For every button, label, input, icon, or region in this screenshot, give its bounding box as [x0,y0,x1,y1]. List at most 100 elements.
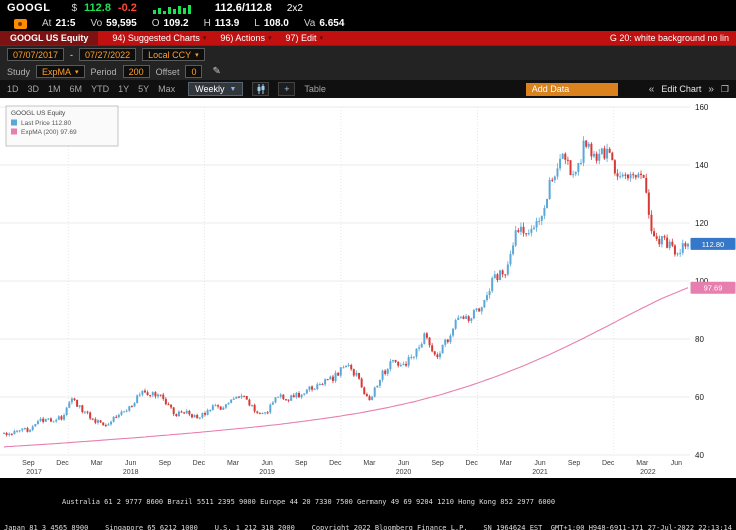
range-ytd[interactable]: YTD [91,84,110,94]
end-date-input[interactable]: 07/27/2022 [79,48,137,61]
moving-average-line [3,287,689,448]
svg-text:Mar: Mar [636,460,649,467]
menu-edit-label: 97) Edit [285,33,317,43]
svg-text:Mar: Mar [500,460,513,467]
collapse-left-icon[interactable]: « [648,83,655,95]
range-1m[interactable]: 1M [48,84,61,94]
svg-text:2018: 2018 [123,469,139,476]
chart-panel-controls: « Edit Chart » ❐ [649,84,729,95]
range-max[interactable]: Max [158,84,176,94]
topbar: GOOGL $ 112.8 -0.2 112.6/112.8 2x2 At 21… [0,0,736,31]
svg-text:Jun: Jun [534,460,545,467]
footer-contact-line1: Australia 61 2 9777 8600 Brazil 5511 239… [62,498,556,506]
offset-label: Offset [155,66,180,77]
chart-template-label: G 20: white background no lin [609,33,729,43]
value-label: Va [303,18,316,29]
at-value: 21:5 [55,18,76,29]
svg-text:Dec: Dec [329,460,342,467]
offset-input[interactable]: 0 [185,65,203,78]
bid-ask: 112.6/112.8 [214,2,272,14]
price-change: -0.2 [117,2,137,14]
monitor-icon[interactable] [14,18,27,29]
svg-text:Sep: Sep [159,460,172,467]
intraday-sparkline-icon [152,4,191,14]
svg-text:60: 60 [695,393,704,402]
at-label: At [42,18,52,29]
range-1d[interactable]: 1D [7,84,19,94]
interval-select-value: Weekly [195,84,225,94]
volume-label: Vo [90,18,103,29]
low-value: 108.0 [263,18,289,29]
chevron-down-icon: ▾ [75,68,79,76]
menu-actions[interactable]: 96) Actions ▾ [220,33,271,43]
svg-text:Mar: Mar [227,460,240,467]
period-label: Period [90,66,117,77]
value-value: 6.654 [319,18,345,29]
crosshair-icon[interactable]: + [278,82,296,96]
svg-text:Dec: Dec [465,460,478,467]
low-label: L [254,18,260,29]
svg-text:ExpMA (200) 97.69: ExpMA (200) 97.69 [21,129,77,136]
svg-text:120: 120 [695,219,709,228]
edit-study-icon[interactable]: ✎ [212,66,221,77]
time-axis: Sep Dec Mar Jun Sep Dec Mar Jun Sep Dec Mar Jun Sep D… [22,460,682,476]
menu-actions-label: 96) Actions [220,33,265,43]
study-select-value: ExpMA [42,66,72,77]
range-3d[interactable]: 3D [27,84,40,94]
panel-icon[interactable]: ❐ [720,83,729,94]
candles [3,136,689,437]
svg-text:Last Price 112.80: Last Price 112.80 [21,120,71,127]
svg-text:112.80: 112.80 [702,240,724,249]
svg-text:Dec: Dec [193,460,206,467]
open-label: O [151,18,160,29]
study-label: Study [7,66,31,77]
study-toolbar: Study ExpMA ▾ Period 200 Offset 0 ✎ [0,63,736,80]
svg-text:Dec: Dec [602,460,615,467]
quote-detail-line: At 21:5 Vo 59,595 O 109.2 H 113.9 L 108.… [0,16,736,31]
period-input[interactable]: 200 [122,65,150,78]
svg-text:2022: 2022 [640,469,656,476]
high-value: 113.9 [214,18,240,29]
interval-select[interactable]: Weekly ▼ [188,82,244,96]
svg-text:2020: 2020 [396,469,412,476]
range-5y[interactable]: 5Y [138,84,150,94]
price-chart[interactable]: GOOGL US Equity Last Price 112.80 ExpMA (2… [0,98,736,478]
range-1y[interactable]: 1Y [118,84,130,94]
start-date-input[interactable]: 07/07/2017 [7,48,65,61]
svg-text:40: 40 [695,451,704,460]
menu-edit[interactable]: 97) Edit ▾ [285,33,323,43]
chevron-down-icon: ▾ [195,51,199,59]
currency-select[interactable]: Local CCY ▾ [142,48,205,61]
volume-value: 59,595 [106,18,137,29]
security-name[interactable]: GOOGL US Equity [0,31,99,45]
price-axis: 40 60 80 100 120 140 160 [695,103,709,460]
svg-text:Jun: Jun [398,460,409,467]
svg-text:100: 100 [695,277,709,286]
open-value: 109.2 [163,18,189,29]
candle-chart-icon[interactable] [252,82,270,96]
last-price: 112.8 [84,2,111,14]
svg-text:Jun: Jun [125,460,136,467]
table-button[interactable]: Table [304,84,326,94]
svg-text:Jun: Jun [261,460,272,467]
svg-text:2019: 2019 [259,469,275,476]
menu-suggested-charts-label: 94) Suggested Charts [112,33,200,43]
svg-text:Sep: Sep [295,460,308,467]
chart-toolbar: 1D 3D 1M 6M YTD 1Y 5Y Max Weekly ▼ + Tab… [0,80,736,98]
edit-chart-button[interactable]: Edit Chart [661,84,702,94]
collapse-right-icon[interactable]: » [708,83,714,95]
svg-text:2017: 2017 [26,469,42,476]
svg-text:Dec: Dec [56,460,69,467]
svg-text:Mar: Mar [363,460,376,467]
svg-text:Sep: Sep [22,460,35,467]
range-6m[interactable]: 6M [69,84,83,94]
study-select[interactable]: ExpMA ▾ [36,65,85,78]
menu-suggested-charts[interactable]: 94) Suggested Charts ▾ [112,33,206,43]
chevron-down-icon: ▾ [202,35,207,42]
add-data-input[interactable]: Add Data [525,82,618,96]
svg-text:140: 140 [695,161,709,170]
svg-text:Jun: Jun [671,460,682,467]
date-range-separator: - [70,49,74,60]
chart-area: GOOGL US Equity Last Price 112.80 ExpMA (2… [0,98,736,478]
